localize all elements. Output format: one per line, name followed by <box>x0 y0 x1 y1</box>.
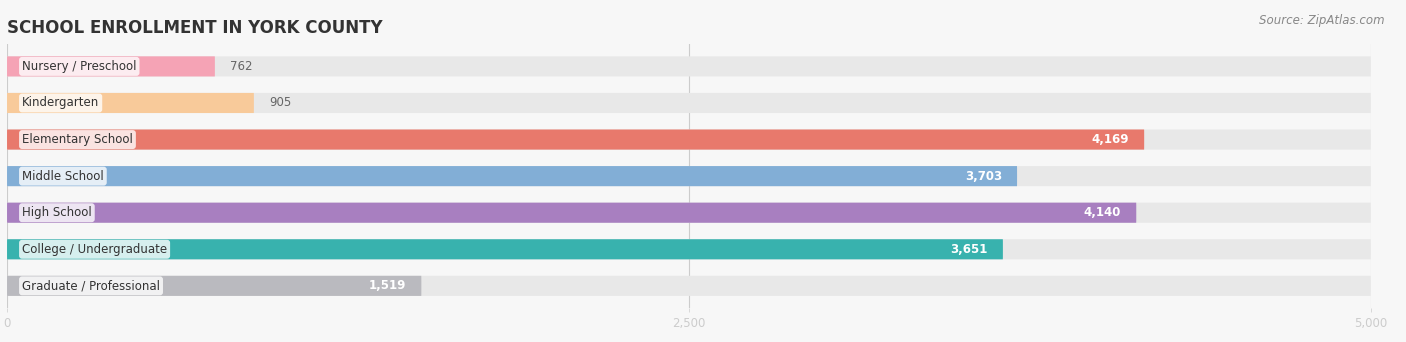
Text: High School: High School <box>22 206 91 219</box>
Text: SCHOOL ENROLLMENT IN YORK COUNTY: SCHOOL ENROLLMENT IN YORK COUNTY <box>7 19 382 37</box>
FancyBboxPatch shape <box>7 93 1371 113</box>
FancyBboxPatch shape <box>7 130 1371 149</box>
FancyBboxPatch shape <box>7 166 1371 186</box>
FancyBboxPatch shape <box>7 276 422 296</box>
Text: Kindergarten: Kindergarten <box>22 96 100 109</box>
Text: Nursery / Preschool: Nursery / Preschool <box>22 60 136 73</box>
FancyBboxPatch shape <box>7 276 1371 296</box>
FancyBboxPatch shape <box>7 166 1017 186</box>
Text: 4,169: 4,169 <box>1091 133 1129 146</box>
FancyBboxPatch shape <box>7 203 1371 223</box>
Text: 3,651: 3,651 <box>950 243 988 256</box>
FancyBboxPatch shape <box>7 130 1144 149</box>
FancyBboxPatch shape <box>7 93 254 113</box>
Text: 1,519: 1,519 <box>368 279 406 292</box>
Text: College / Undergraduate: College / Undergraduate <box>22 243 167 256</box>
Text: 762: 762 <box>229 60 253 73</box>
FancyBboxPatch shape <box>7 56 215 77</box>
Text: 4,140: 4,140 <box>1084 206 1121 219</box>
FancyBboxPatch shape <box>7 239 1371 259</box>
FancyBboxPatch shape <box>7 203 1136 223</box>
FancyBboxPatch shape <box>7 56 1371 77</box>
Text: Elementary School: Elementary School <box>22 133 134 146</box>
Text: Middle School: Middle School <box>22 170 104 183</box>
FancyBboxPatch shape <box>7 239 1002 259</box>
Text: Source: ZipAtlas.com: Source: ZipAtlas.com <box>1260 14 1385 27</box>
Text: Graduate / Professional: Graduate / Professional <box>22 279 160 292</box>
Text: 3,703: 3,703 <box>965 170 1002 183</box>
Text: 905: 905 <box>269 96 291 109</box>
